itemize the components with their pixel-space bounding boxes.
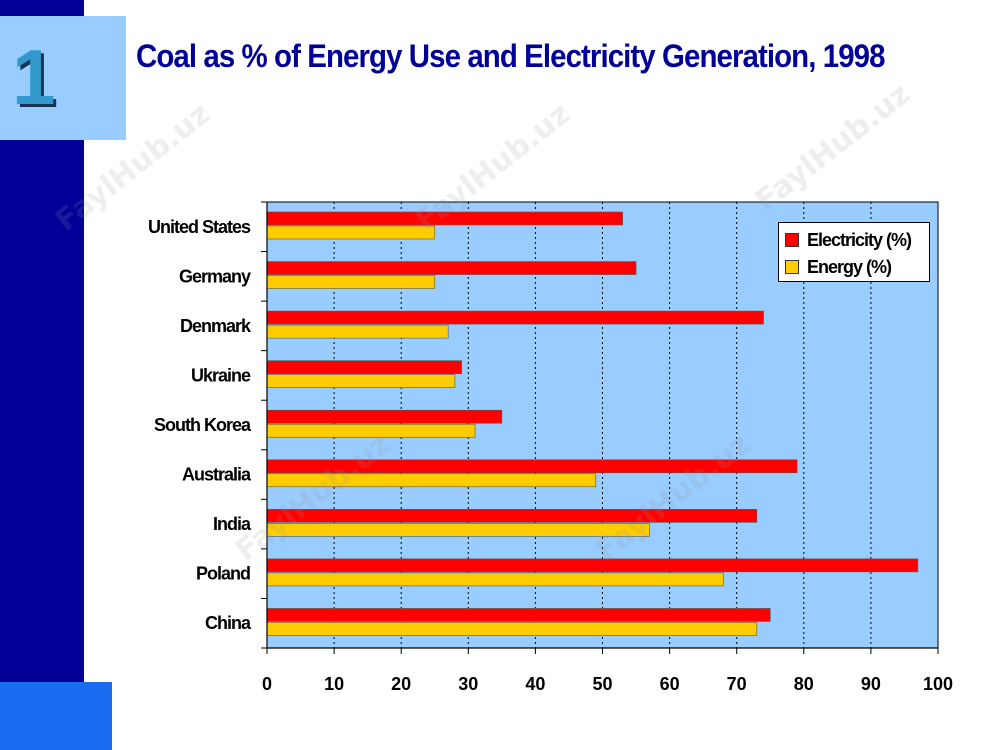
x-tick-label: 50 — [592, 674, 612, 694]
x-tick-label: 80 — [794, 674, 814, 694]
x-tick-label: 30 — [458, 674, 478, 694]
bar-electricity — [266, 459, 798, 474]
bar-electricity — [266, 310, 764, 325]
x-tick-label: 20 — [391, 674, 411, 694]
category-label: South Korea — [154, 415, 252, 435]
x-tick-label: 100 — [923, 674, 953, 694]
bar-energy — [266, 324, 449, 339]
bar-electricity — [266, 360, 462, 374]
bar-energy — [266, 374, 456, 388]
bar-energy — [266, 572, 724, 587]
legend-swatch-energy — [785, 260, 799, 274]
x-tick-label: 10 — [324, 674, 344, 694]
legend-item-energy: Energy (%) — [785, 255, 892, 279]
bar-energy — [266, 423, 476, 438]
category-label: India — [213, 514, 252, 534]
bar-energy — [266, 523, 650, 537]
bar-electricity — [266, 608, 771, 622]
bar-electricity — [266, 409, 503, 424]
left-accent-block — [0, 682, 112, 750]
chart-legend: Electricity (%) Energy (%) — [778, 222, 930, 282]
x-tick-label: 40 — [525, 674, 545, 694]
legend-item-electricity: Electricity (%) — [785, 228, 912, 252]
legend-swatch-electricity — [785, 233, 799, 247]
x-tick-label: 0 — [262, 674, 272, 694]
bar-electricity — [266, 558, 919, 573]
x-tick-label: 90 — [861, 674, 881, 694]
slide-number-tile — [0, 16, 126, 140]
x-tick-label: 70 — [727, 674, 747, 694]
category-label: Germany — [179, 266, 251, 286]
category-label: Denmark — [180, 316, 252, 336]
bar-energy — [266, 225, 436, 240]
x-tick-label: 60 — [660, 674, 680, 694]
legend-label-energy: Energy (%) — [807, 256, 892, 277]
slide-number: 1 — [12, 33, 56, 121]
bar-electricity — [266, 211, 623, 226]
legend-label-electricity: Electricity (%) — [807, 229, 912, 250]
category-label: Ukraine — [191, 365, 251, 385]
bar-energy — [266, 622, 758, 636]
bar-energy — [266, 275, 436, 289]
category-label: Poland — [196, 564, 250, 584]
bar-electricity — [266, 509, 758, 523]
slide-title: Coal as % of Energy Use and Electricity … — [136, 38, 885, 74]
bar-energy — [266, 473, 597, 488]
category-label: Australia — [182, 465, 252, 485]
category-label: China — [205, 613, 252, 633]
category-label: United States — [148, 217, 251, 237]
bar-electricity — [266, 261, 637, 275]
